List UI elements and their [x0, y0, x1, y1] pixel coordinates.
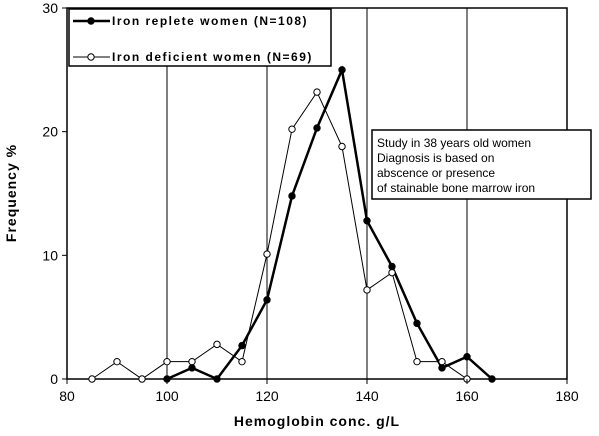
x-tick-label: 80	[59, 388, 75, 404]
x-tick-label: 160	[455, 388, 479, 404]
point-deficient	[438, 357, 446, 366]
point-replete	[263, 296, 271, 304]
series-line-replete	[166, 65, 493, 381]
annotation-line-3: abscence or presence	[377, 166, 495, 180]
series-layer	[88, 65, 496, 383]
annotation-box: Study in 38 years old women Diagnosis is…	[371, 129, 592, 200]
point-replete	[188, 364, 196, 372]
y-tick-label: 10	[42, 247, 58, 263]
point-replete	[463, 353, 471, 361]
x-tick-label: 140	[355, 388, 379, 404]
point-replete	[238, 341, 246, 350]
point-deficient	[413, 357, 421, 366]
legend-deficient-marker	[87, 53, 95, 61]
x-tick-label: 120	[255, 388, 279, 404]
x-tick-label: 180	[555, 388, 579, 404]
x-tick-label: 100	[155, 388, 179, 404]
series-line-deficient	[91, 91, 468, 380]
point-replete	[363, 217, 371, 225]
point-replete	[488, 375, 496, 383]
legend-replete-label: Iron replete women (N=108)	[112, 14, 308, 28]
point-replete	[288, 192, 296, 200]
point-replete	[438, 364, 446, 372]
legend-deficient-label: Iron deficient women (N=69)	[112, 50, 313, 64]
point-deficient	[188, 357, 196, 366]
point-replete	[413, 319, 421, 328]
annotation-line-2: Diagnosis is based on	[377, 151, 494, 165]
y-tick-label: 30	[42, 0, 58, 16]
point-deficient	[213, 340, 221, 349]
point-replete	[313, 124, 321, 132]
y-tick-label: 0	[50, 371, 58, 387]
point-deficient	[288, 125, 296, 133]
point-deficient	[338, 142, 346, 151]
point-deficient	[163, 357, 171, 366]
point-deficient	[363, 286, 371, 294]
y-tick-label: 20	[42, 124, 58, 140]
legend-box	[68, 8, 332, 67]
point-deficient	[263, 250, 271, 258]
point-deficient	[113, 357, 121, 366]
annotation-line-1: Study in 38 years old women	[377, 136, 531, 150]
point-deficient	[138, 375, 146, 383]
annotation-line-4: of stainable bone marrow iron	[377, 181, 535, 195]
point-deficient	[238, 357, 246, 366]
point-deficient	[388, 268, 396, 277]
point-replete	[213, 375, 221, 383]
tick-labels: 80 100 120 140 160 180 0 10 20 30	[42, 0, 578, 404]
annotation-frame	[371, 129, 592, 200]
point-replete	[388, 262, 396, 271]
x-axis-title: Hemoglobin conc. g/L	[234, 413, 400, 429]
point-deficient	[88, 375, 96, 383]
point-deficient	[313, 88, 321, 96]
point-replete	[338, 66, 346, 74]
legend: Iron replete women (N=108) Iron deficien…	[68, 8, 332, 67]
y-axis-title: Frequency %	[3, 144, 19, 242]
legend-replete-marker	[87, 17, 95, 25]
